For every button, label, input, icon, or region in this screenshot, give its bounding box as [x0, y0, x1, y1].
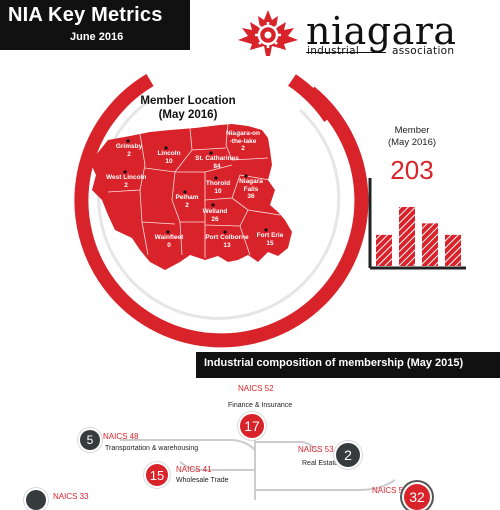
region-name: Fort Erie — [256, 232, 284, 239]
region-value: 2 — [185, 201, 189, 209]
map-title: Member Location (May 2016) — [123, 94, 253, 122]
logo-wordmark: niagara — [306, 9, 457, 53]
region-name: Pelham — [175, 194, 199, 201]
member-caption-line2: (May 2016) — [387, 137, 437, 148]
logo-tag-association: association — [392, 45, 455, 57]
region-name: Niagara Falls — [239, 178, 263, 193]
region-name: Wainfleet — [154, 234, 184, 241]
map-label-west-lincoln: West Lincoln 2 — [106, 174, 146, 189]
member-total: 203 — [390, 155, 434, 185]
naics-33-bubble — [26, 490, 46, 510]
page-subtitle: June 2016 — [70, 31, 124, 43]
map-label-lincoln: Lincoln 10 — [154, 150, 184, 165]
maple-leaf-gear-logo-icon — [238, 10, 298, 56]
map-ring-graphic — [74, 73, 369, 348]
region-name: West Lincoln — [106, 174, 147, 181]
naics-53-value: 2 — [344, 447, 352, 463]
naics-41-code: NAICS 41 — [176, 465, 212, 474]
region-name: Niagara-on-the-lake — [226, 130, 260, 145]
region-name: Grimsby — [115, 143, 143, 150]
region-name: Thorold — [205, 180, 231, 187]
logo-underline — [306, 52, 386, 53]
naics-41-bubble: 15 — [146, 464, 168, 486]
naics-54-bubble: 32 — [404, 484, 430, 510]
map-label-fort-erie: Fort Erie 15 — [254, 232, 286, 247]
region-value: 10 — [214, 187, 222, 195]
map-label-port-colborne: Port Colborne 13 — [204, 234, 250, 249]
naics-41-value: 15 — [149, 467, 165, 483]
chart-bar — [376, 234, 392, 266]
region-value: 13 — [223, 241, 231, 249]
naics-33-code: NAICS 33 — [53, 492, 89, 501]
naics-52-code: NAICS 52 — [238, 384, 274, 393]
map-title-line1: Member Location — [140, 95, 236, 107]
region-value: 2 — [127, 150, 131, 158]
naics-48-value: 5 — [86, 433, 94, 447]
chart-bar — [445, 234, 461, 266]
map-title-line2: (May 2016) — [158, 109, 218, 121]
region-name: St. Catharines — [195, 155, 239, 162]
chart-bar — [422, 223, 438, 266]
page-title: NIA Key Metrics — [8, 4, 163, 26]
naics-52-value: 17 — [244, 418, 260, 434]
title-box — [0, 0, 190, 50]
region-value: 2 — [124, 181, 128, 189]
map-label-st-catharines: St. Catharines 84 — [194, 155, 240, 170]
naics-53-bubble: 2 — [336, 443, 360, 467]
naics-48-bubble: 5 — [80, 430, 100, 450]
naics-52-bubble: 17 — [240, 414, 264, 438]
chart-bar — [399, 206, 415, 266]
member-bar-chart — [368, 178, 466, 270]
naics-52-desc: Finance & Insurance — [228, 402, 293, 409]
map-label-niagara-on-the-lake: Niagara-on-the-lake 2 — [226, 130, 260, 153]
naics-41-desc: Wholesale Trade — [176, 477, 229, 484]
member-caption-line1: Member — [394, 125, 430, 136]
industry-banner-title: Industrial composition of membership (Ma… — [204, 357, 464, 369]
region-value: 2 — [241, 145, 245, 152]
industry-banner — [196, 352, 500, 378]
region-value: 36 — [247, 193, 255, 200]
region-value: 15 — [266, 239, 274, 247]
region-name: Port Colborne — [205, 234, 249, 241]
region-name: Lincoln — [157, 150, 181, 157]
naics-54-value: 32 — [409, 489, 425, 505]
naics-53-desc: Real Estate — [302, 460, 339, 467]
region-name: Welland — [202, 208, 228, 215]
map-label-niagara-falls: Niagara Falls 36 — [236, 178, 266, 201]
map-label-pelham: Pelham 2 — [174, 194, 200, 209]
region-value: 84 — [213, 162, 221, 170]
member-chart-caption: Member (May 2016) — [382, 125, 442, 149]
map-label-welland: Welland 26 — [200, 208, 230, 223]
naics-48-code: NAICS 48 — [103, 432, 139, 441]
naics-48-desc: Transportation & warehousing — [105, 445, 199, 452]
region-value: 26 — [211, 215, 219, 223]
region-value: 0 — [167, 241, 171, 249]
industry-connector-lines — [120, 422, 396, 500]
naics-53-code: NAICS 53 — [298, 445, 334, 454]
logo-tag-industrial: industrial — [307, 45, 360, 57]
map-label-grimsby: Grimsby 2 — [112, 143, 146, 158]
naics-54-code: NAICS 54 — [372, 486, 408, 495]
map-label-wainfleet: Wainfleet 0 — [152, 234, 186, 249]
region-value: 10 — [165, 157, 173, 165]
map-label-thorold: Thorold 10 — [203, 180, 233, 195]
